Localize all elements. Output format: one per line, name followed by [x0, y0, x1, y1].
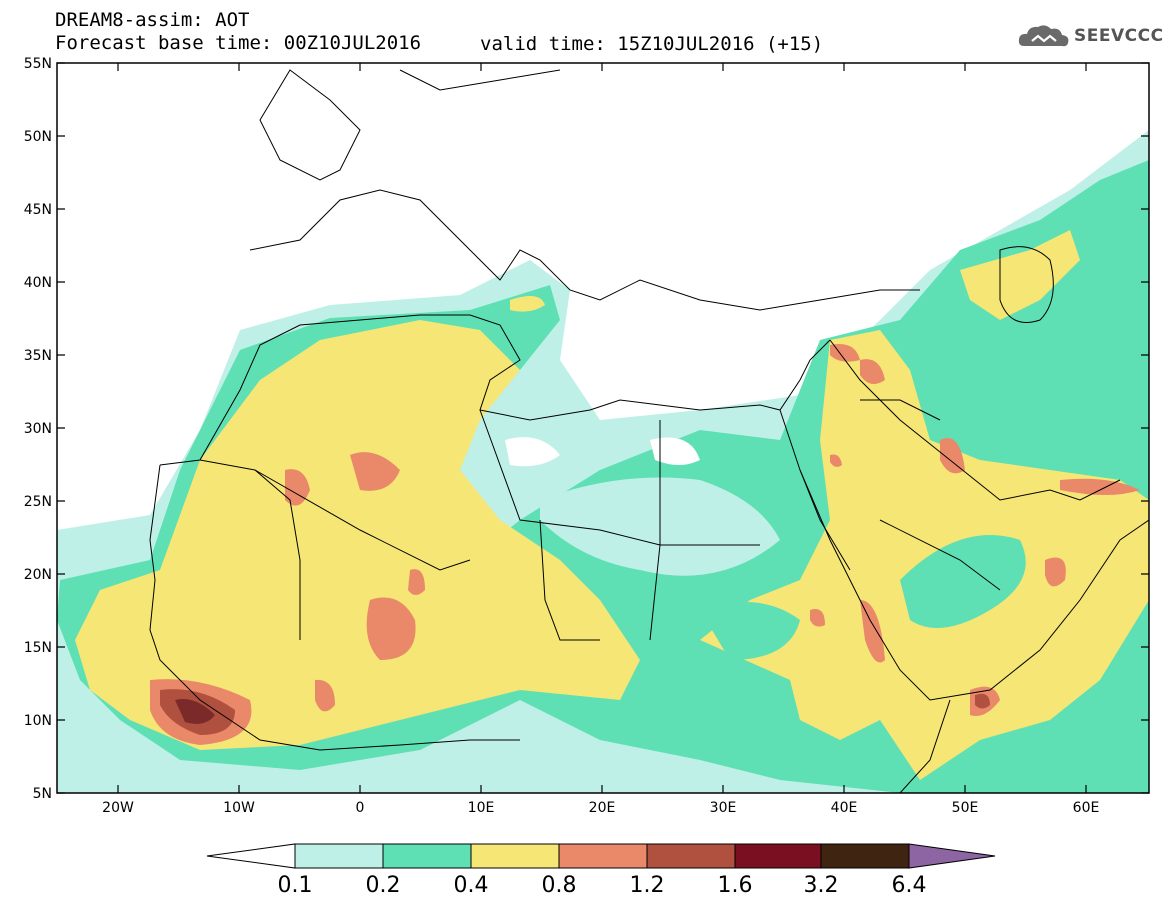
forecast-base-time: Forecast base time: 00Z10JUL2016	[55, 32, 422, 54]
lon-label: 30E	[710, 800, 737, 816]
colorbar-label: 1.6	[718, 873, 753, 898]
lat-label: 5N	[33, 786, 52, 802]
valid-time: valid time: 15Z10JUL2016 (+15)	[480, 33, 824, 55]
seevccc-logo: SEEVCCC	[1018, 22, 1164, 50]
colorbar-label: 3.2	[804, 873, 839, 898]
lon-label: 0	[356, 800, 365, 816]
lon-label: 40E	[831, 800, 858, 816]
colorbar-label: 0.2	[366, 873, 401, 898]
aot-field	[57, 130, 1149, 793]
aot-band-0.2-0.4-interior	[700, 535, 1026, 660]
lat-label: 30N	[24, 421, 52, 437]
lon-label: 20E	[589, 800, 616, 816]
lat-label: 45N	[24, 202, 52, 218]
colorbar-label: 1.2	[630, 873, 665, 898]
colorbar-label: 0.1	[278, 873, 313, 898]
map-title: DREAM8-assim: AOT	[55, 9, 250, 31]
colorbar-swatch-1.2-1.6	[646, 843, 736, 869]
lat-label: 55N	[24, 56, 52, 72]
colorbar-labels: 0.1 0.2 0.4 0.8 1.2 1.6 3.2 6.4	[278, 873, 927, 898]
longitude-labels: 20W 10W 0 10E 20E 30E 40E 50E 60E	[102, 800, 1099, 816]
colorbar-label: 0.4	[454, 873, 489, 898]
lat-label: 10N	[24, 713, 52, 729]
lon-label: 50E	[952, 800, 979, 816]
lon-label: 60E	[1073, 800, 1100, 816]
colorbar-swatch-3.2-6.4	[820, 843, 910, 869]
axis-ticks	[57, 62, 1149, 794]
lat-label: 35N	[24, 348, 52, 364]
colorbar-swatch-0.4-0.8	[470, 843, 560, 869]
lat-label: 25N	[24, 494, 52, 510]
lat-label: 20N	[24, 567, 52, 583]
colorbar-low-arrow	[206, 843, 296, 869]
lat-label: 15N	[24, 640, 52, 656]
logo-text: SEEVCCC	[1074, 26, 1164, 46]
colorbar-swatch-0.2-0.4	[382, 843, 472, 869]
colorbar-label: 0.8	[542, 873, 577, 898]
colorbar-label: 6.4	[892, 873, 927, 898]
lat-label: 40N	[24, 275, 52, 291]
cloud-icon	[1018, 25, 1069, 47]
colorbar-swatch-0.8-1.2	[558, 843, 648, 869]
latitude-labels: 55N 50N 45N 40N 35N 30N 25N 20N 15N 10N …	[24, 56, 52, 802]
coastlines	[149, 69, 1149, 793]
lon-label: 10W	[223, 800, 255, 816]
colorbar-swatch-1.6-3.2	[734, 843, 822, 869]
aot-band-1.6-3.2	[175, 699, 215, 724]
lon-label: 10E	[468, 800, 495, 816]
lon-label: 20W	[102, 800, 134, 816]
lat-label: 50N	[24, 129, 52, 145]
aot-band-0.4-0.8	[75, 230, 1149, 780]
colorbar-high-arrow	[908, 843, 996, 869]
colorbar	[206, 843, 996, 869]
colorbar-swatch-0.1-0.2	[294, 843, 384, 869]
